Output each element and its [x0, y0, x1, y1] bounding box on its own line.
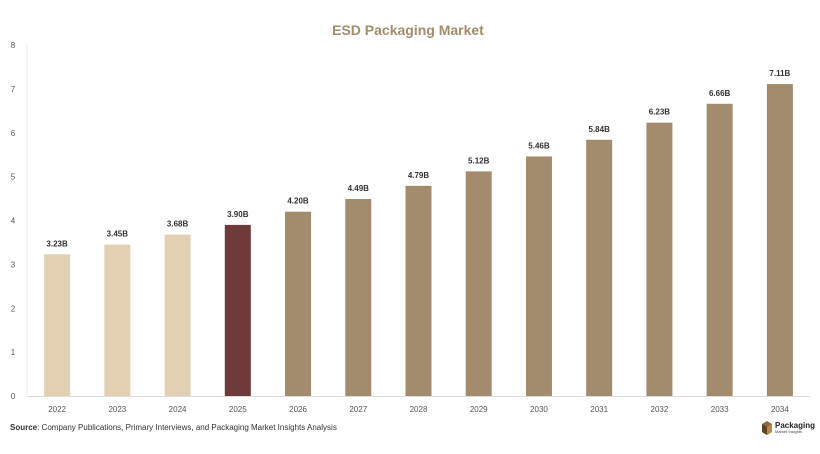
x-tick-label-2025: 2025 — [229, 405, 247, 414]
data-label-2023: 3.45B — [107, 230, 129, 239]
x-tick-label-2022: 2022 — [48, 405, 66, 414]
x-axis: 2022 2023 2024 2025 2026 2027 2028 2029 2030 2031… — [48, 405, 789, 414]
y-axis: 0 1 2 3 4 5 6 7 8 — [11, 41, 16, 401]
brand-logo: Packaging Market Insights — [762, 421, 815, 435]
x-tick-label-2024: 2024 — [169, 405, 187, 414]
data-label-2028: 4.79B — [408, 171, 430, 180]
y-tick-label: 1 — [11, 348, 16, 357]
logo-tagline: Market Insights — [775, 429, 803, 434]
bar-2022 — [44, 254, 71, 396]
bar-2026 — [285, 211, 312, 396]
y-tick-label: 6 — [11, 129, 16, 138]
bar-2031 — [586, 139, 613, 396]
x-tick-label-2027: 2027 — [349, 405, 367, 414]
bar-2029 — [465, 171, 492, 396]
y-tick-label: 3 — [11, 260, 16, 269]
source-text: : Company Publications, Primary Intervie… — [37, 423, 337, 432]
data-label-2022: 3.23B — [46, 239, 68, 248]
x-tick-label-2030: 2030 — [530, 405, 548, 414]
bar-2027 — [345, 199, 372, 396]
data-label-2029: 5.12B — [468, 156, 490, 165]
y-tick-label: 8 — [11, 41, 16, 50]
bar-2034 — [766, 84, 793, 396]
data-label-2027: 4.49B — [348, 184, 370, 193]
bar-2033 — [706, 103, 733, 396]
data-label-2025: 3.90B — [227, 210, 249, 219]
x-tick-label-2028: 2028 — [410, 405, 428, 414]
bars-group: 3.23B 3.45B 3.68B 3.90B 4.20B 4.49B 4.79B 5.12B… — [44, 69, 793, 396]
y-tick-label: 2 — [11, 304, 16, 313]
chart-title: ESD Packaging Market — [332, 22, 484, 38]
logo-name: Packaging — [775, 421, 816, 430]
x-tick-label-2031: 2031 — [590, 405, 608, 414]
source-label: Source — [10, 423, 38, 432]
bar-2028 — [405, 185, 432, 396]
data-label-2024: 3.68B — [167, 220, 189, 229]
x-tick-label-2033: 2033 — [711, 405, 729, 414]
bar-2032 — [646, 122, 673, 396]
bar-2023 — [104, 244, 131, 396]
bar-2030 — [525, 156, 552, 396]
x-tick-label-2029: 2029 — [470, 405, 488, 414]
data-label-2030: 5.46B — [528, 141, 550, 150]
bar-2024 — [164, 234, 191, 396]
x-tick-label-2026: 2026 — [289, 405, 307, 414]
x-tick-label-2034: 2034 — [771, 405, 789, 414]
y-tick-label: 7 — [11, 85, 16, 94]
data-label-2032: 6.23B — [649, 108, 671, 117]
bar-2025 — [224, 224, 251, 396]
x-tick-label-2023: 2023 — [108, 405, 126, 414]
y-tick-label: 0 — [11, 392, 16, 401]
data-label-2031: 5.84B — [589, 125, 611, 134]
data-label-2026: 4.20B — [287, 197, 309, 206]
data-label-2034: 7.11B — [769, 69, 790, 78]
y-tick-label: 4 — [11, 217, 16, 226]
data-label-2033: 6.66B — [709, 89, 731, 98]
box-icon — [762, 421, 772, 435]
y-tick-label: 5 — [11, 173, 16, 182]
x-tick-label-2032: 2032 — [651, 405, 669, 414]
source-note: Source: Company Publications, Primary In… — [10, 423, 337, 432]
